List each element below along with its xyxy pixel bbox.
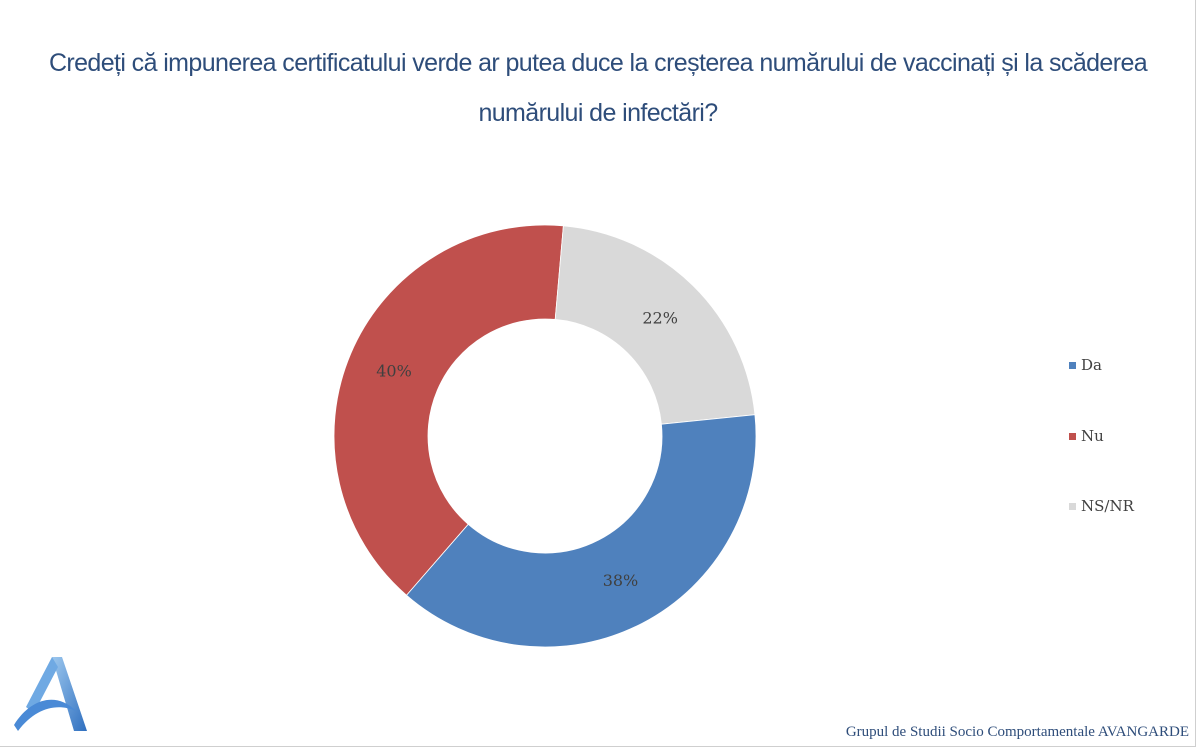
legend-swatch-da [1069, 361, 1076, 369]
legend-item-da: Da [1069, 355, 1102, 375]
legend-swatch-nu [1069, 432, 1076, 440]
legend-label-nu: Nu [1081, 427, 1104, 445]
chart-title: Credeți că impunerea certificatului verd… [48, 49, 1148, 127]
slice-ns-nr [554, 225, 756, 425]
slice-nu [333, 224, 564, 596]
footer-credit: Grupul de Studii Socio Comportamentale A… [845, 724, 1189, 740]
data-label-nu: 40% [376, 361, 412, 380]
slice-da [406, 414, 757, 648]
legend-label-ns-nr: NS/NR [1081, 497, 1134, 515]
data-label-da: 38% [603, 571, 639, 590]
data-label-ns-nr: 22% [642, 309, 678, 328]
avangarde-logo-icon [14, 657, 87, 731]
legend-label-da: Da [1081, 356, 1102, 374]
legend-swatch-ns-nr [1069, 502, 1076, 510]
legend-item-ns-nr: NS/NR [1069, 496, 1134, 516]
legend-item-nu: Nu [1069, 426, 1104, 446]
